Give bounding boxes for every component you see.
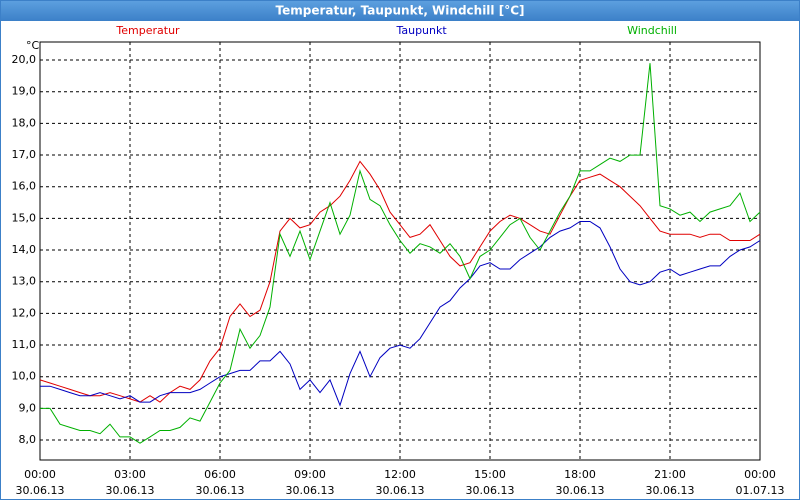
x-tick-date: 30.06.13: [646, 484, 695, 497]
y-tick-label: 10,0: [12, 370, 37, 383]
y-tick-label: 13,0: [12, 275, 37, 288]
y-tick-label: 17,0: [12, 148, 37, 161]
series-line: [39, 160, 761, 403]
x-tick-label: 18:00: [564, 468, 596, 481]
legend-entry: Windchill: [627, 24, 677, 37]
series-line: [40, 63, 761, 444]
x-tick-date: 30.06.13: [556, 484, 605, 497]
x-tick-label: 15:00: [474, 468, 506, 481]
x-tick-date: 30.06.13: [106, 484, 155, 497]
window-title: Temperatur, Taupunkt, Windchill [°C]: [276, 4, 525, 18]
x-tick-label: 21:00: [654, 468, 686, 481]
y-tick-label: 14,0: [12, 243, 37, 256]
y-tick-label: 11,0: [12, 338, 37, 351]
x-tick-label: 09:00: [294, 468, 326, 481]
series-line: [40, 221, 761, 407]
y-tick-label: 12,0: [12, 306, 37, 319]
x-tick-label: 12:00: [384, 468, 416, 481]
x-tick-label: 03:00: [114, 468, 146, 481]
x-tick-date: 30.06.13: [16, 484, 65, 497]
legend-entry: Temperatur: [115, 24, 180, 37]
x-tick-label: 06:00: [204, 468, 236, 481]
plot-border: [39, 41, 761, 461]
x-tick-date: 30.06.13: [466, 484, 515, 497]
y-tick-label: 15,0: [12, 211, 37, 224]
legend-entry: Taupunkt: [395, 24, 447, 37]
y-unit: °C: [26, 39, 40, 52]
x-tick-label: 00:00: [24, 468, 56, 481]
x-tick-date: 01.07.13: [736, 484, 785, 497]
x-tick-date: 30.06.13: [286, 484, 335, 497]
x-tick-date: 30.06.13: [196, 484, 245, 497]
x-tick-date: 30.06.13: [376, 484, 425, 497]
y-tick-label: 16,0: [12, 180, 37, 193]
y-tick-label: 20,0: [12, 53, 37, 66]
title-bar: [0, 0, 800, 21]
y-tick-label: 9,0: [19, 401, 37, 414]
y-tick-label: 18,0: [12, 116, 37, 129]
x-tick-label: 00:00: [744, 468, 776, 481]
y-tick-label: 8,0: [19, 433, 37, 446]
y-tick-label: 19,0: [12, 85, 37, 98]
